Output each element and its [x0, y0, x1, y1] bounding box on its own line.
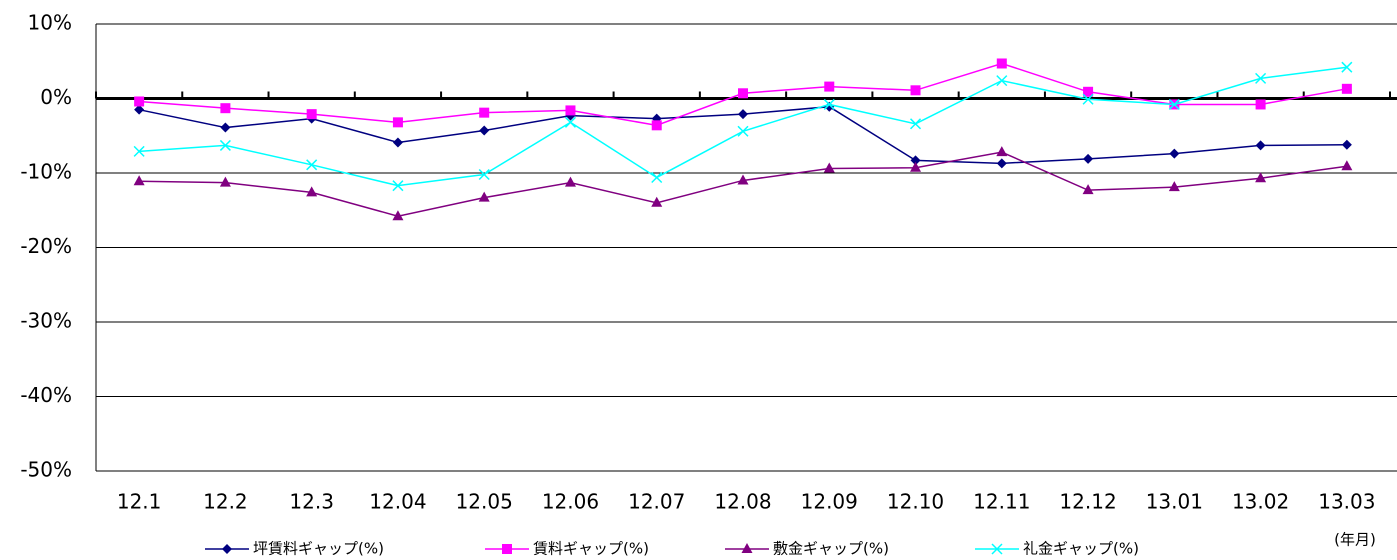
x-tick-label: 12.06	[542, 490, 599, 514]
marker	[306, 159, 318, 171]
marker	[306, 109, 317, 120]
marker	[1255, 72, 1267, 84]
y-tick-label: -30%	[20, 309, 72, 333]
marker	[133, 175, 145, 186]
marker	[220, 103, 231, 114]
x-tick-label: 12.04	[369, 490, 426, 514]
legend-label: 賃料ギャップ(%)	[533, 540, 649, 558]
x-tick-label: 12.2	[203, 490, 248, 514]
y-tick-label: 10%	[28, 11, 72, 35]
marker	[996, 158, 1007, 169]
x-tick-label: 12.07	[628, 490, 685, 514]
marker	[1341, 139, 1352, 150]
marker	[134, 104, 145, 115]
marker	[1255, 99, 1266, 110]
marker	[651, 120, 662, 131]
marker	[1083, 86, 1094, 97]
series-line	[139, 66, 1347, 187]
marker	[823, 162, 835, 173]
marker	[738, 109, 748, 120]
x-tick-label: 12.08	[714, 490, 771, 514]
marker	[564, 176, 576, 187]
x-tick-label: 13.02	[1232, 490, 1289, 514]
x-tick-label: 12.3	[289, 490, 334, 514]
marker	[392, 117, 403, 128]
marker	[479, 107, 490, 118]
marker	[910, 85, 921, 96]
x-tick-label: 12.11	[973, 490, 1030, 514]
marker	[1341, 83, 1352, 94]
y-tick-label: -40%	[20, 383, 72, 407]
marker	[823, 98, 835, 110]
marker	[824, 101, 835, 112]
marker	[219, 176, 231, 187]
marker	[219, 139, 231, 151]
marker	[910, 161, 922, 172]
marker	[1255, 172, 1267, 183]
x-tick-label: 12.05	[456, 490, 513, 514]
marker	[479, 125, 490, 136]
marker	[306, 186, 318, 197]
marker	[392, 137, 403, 148]
marker	[220, 122, 231, 133]
marker	[651, 171, 663, 184]
x-tick-label: 12.09	[801, 490, 858, 514]
marker	[741, 543, 753, 553]
x-tick-label: 13.01	[1146, 490, 1203, 514]
marker	[824, 81, 835, 92]
marker	[392, 180, 404, 192]
marker	[996, 58, 1007, 69]
marker	[478, 191, 490, 202]
marker	[910, 118, 922, 130]
marker	[1341, 160, 1353, 171]
x-tick-label: 13.03	[1318, 490, 1375, 514]
marker	[737, 125, 749, 137]
marker	[1082, 184, 1094, 195]
marker	[1341, 61, 1353, 73]
marker	[1168, 98, 1180, 110]
x-tick-label: 12.10	[887, 490, 944, 514]
y-tick-label: 0%	[40, 85, 72, 109]
marker	[392, 210, 404, 221]
marker	[478, 168, 490, 181]
x-tick-label: 12.12	[1059, 490, 1116, 514]
marker	[1083, 153, 1094, 164]
legend-label: 坪賃料ギャップ(%)	[253, 540, 384, 558]
marker	[222, 544, 232, 554]
marker	[502, 544, 512, 554]
legend-label: 礼金ギャップ(%)	[1023, 540, 1139, 558]
marker	[1168, 181, 1180, 192]
marker	[1082, 93, 1094, 105]
marker	[564, 116, 576, 128]
marker	[133, 145, 145, 157]
marker	[565, 105, 576, 116]
y-tick-label: -20%	[20, 234, 72, 258]
legend-label: 敷金ギャップ(%)	[773, 540, 889, 558]
marker	[737, 174, 749, 185]
marker	[1169, 148, 1180, 159]
x-tick-label: 12.1	[117, 490, 162, 514]
x-unit-label: (年月)	[1334, 531, 1376, 549]
marker	[996, 75, 1008, 87]
y-tick-label: -10%	[20, 160, 72, 184]
marker	[991, 543, 1003, 555]
marker	[1255, 140, 1266, 151]
y-tick-label: -50%	[20, 458, 72, 482]
marker	[996, 146, 1008, 157]
marker	[738, 88, 748, 99]
marker	[134, 96, 145, 107]
marker	[910, 155, 921, 166]
marker	[651, 196, 663, 207]
